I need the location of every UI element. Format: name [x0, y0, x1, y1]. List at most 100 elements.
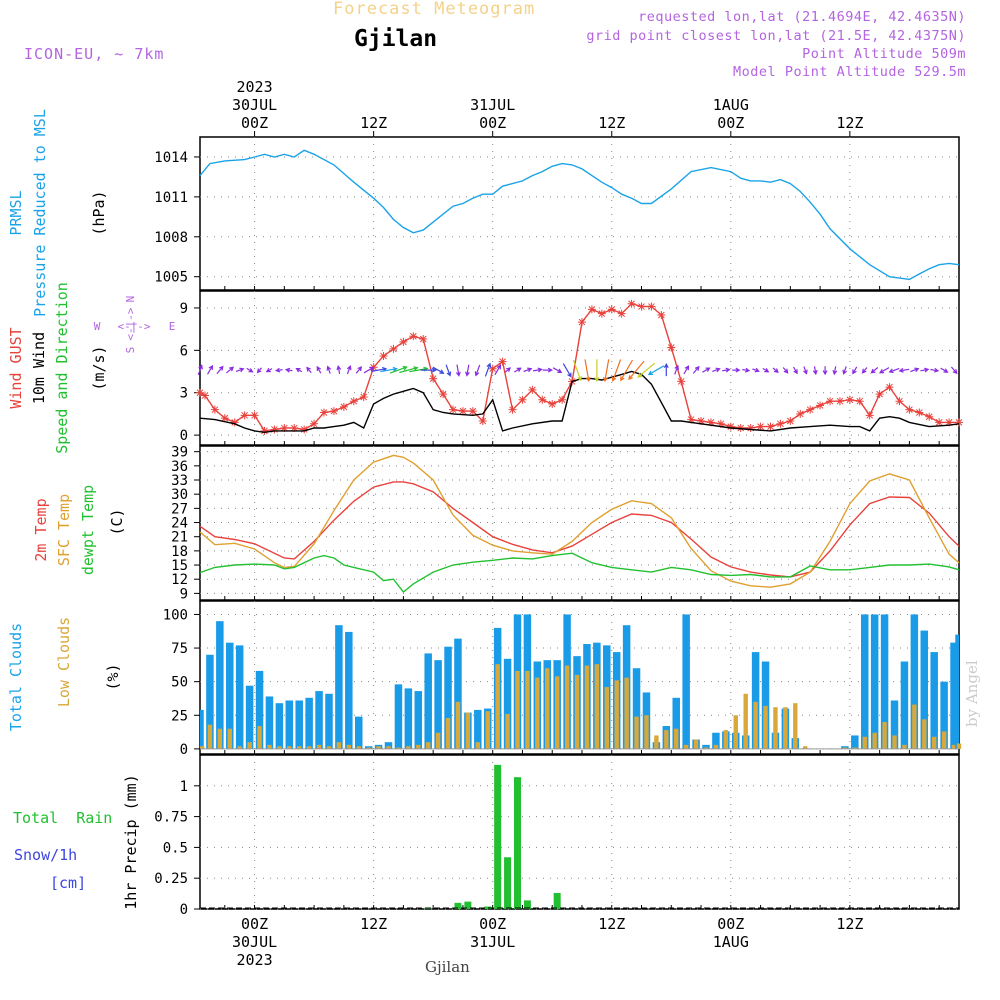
- wind-arrow: [603, 359, 610, 383]
- top-year-label: 2023: [237, 78, 273, 96]
- wind-arrow: [950, 366, 958, 375]
- pressure-frame: [199, 136, 960, 291]
- wind-arrow: [611, 359, 622, 382]
- wind-arrow: [663, 362, 669, 377]
- rain-bar: [553, 892, 561, 909]
- bottom-year-label: 2023: [237, 951, 273, 969]
- credit-watermark: by Angel: [963, 660, 981, 727]
- pressure-ytick-label: 1008: [154, 230, 188, 246]
- low-cloud-bar: [763, 705, 768, 749]
- low-cloud-bar: [793, 703, 798, 749]
- temp-label-dewpt: dewpt Temp: [79, 485, 97, 575]
- low-cloud-bar: [852, 747, 858, 749]
- low-cloud-bar: [306, 746, 312, 749]
- wind-arrow: [355, 366, 363, 374]
- wind-arrow: [792, 366, 798, 375]
- precip-label-total-rain: Total Rain: [13, 809, 113, 827]
- top-date-label: 1AUG: [713, 96, 749, 114]
- clouds-ytick-label: 0: [180, 742, 188, 758]
- wind-gust-marker: [746, 424, 755, 433]
- precip-ytick-label: 0: [180, 902, 188, 918]
- wind-gust-marker: [865, 411, 874, 420]
- total-cloud-bar: [910, 614, 919, 749]
- low-cloud-bar: [956, 743, 962, 749]
- total-cloud-bar: [454, 638, 462, 749]
- wind-arrow: [888, 367, 900, 374]
- wind-gust-marker: [597, 309, 606, 318]
- wind-arrow: [722, 367, 731, 373]
- wind-gust-marker: [915, 408, 924, 417]
- low-cloud-bar: [277, 746, 282, 749]
- wind-gust-marker: [558, 395, 567, 404]
- total-cloud-bar: [870, 614, 879, 749]
- wind-arrow: [235, 367, 245, 373]
- rain-bar: [504, 857, 512, 909]
- low-cloud-bar: [535, 677, 540, 749]
- wind-arrow: [637, 362, 656, 378]
- top-hour-label: 00Z: [241, 114, 268, 132]
- cloud-label-total: Total Clouds: [7, 623, 25, 731]
- low-cloud-bar: [425, 742, 431, 749]
- bottom-hour-label: 12Z: [598, 915, 625, 933]
- temperature-ytick-label: 12: [171, 572, 188, 588]
- wind-gust-marker: [339, 402, 348, 411]
- precip-ytick-label: 0.25: [154, 871, 188, 887]
- total-cloud-bar: [206, 654, 214, 749]
- wind-gust-marker: [449, 405, 457, 414]
- top-hour-label: 12Z: [360, 114, 387, 132]
- wind-gust-marker: [240, 411, 249, 420]
- low-cloud-bar: [862, 736, 867, 749]
- wind-gust-marker: [786, 416, 795, 425]
- low-cloud-bar: [683, 744, 689, 749]
- total-cloud-bar: [682, 614, 690, 749]
- wind-gust-marker: [637, 302, 646, 311]
- wind-arrow: [910, 367, 920, 373]
- low-cloud-bar: [594, 664, 600, 749]
- wind-arrow: [197, 364, 203, 376]
- total-cloud-bar: [424, 653, 432, 749]
- pressure-unit: (hPa): [90, 190, 108, 235]
- wind-gust-marker: [587, 305, 596, 314]
- wind-arrow: [702, 367, 711, 373]
- temp-label-sfc: SFC Temp: [55, 494, 73, 566]
- total-cloud-bar: [712, 732, 720, 749]
- total-cloud-bar: [920, 630, 929, 749]
- compass-n: N: [124, 296, 137, 303]
- wind-speed-line: [199, 370, 960, 434]
- low-cloud-bar: [505, 713, 510, 749]
- wind-gust-marker: [885, 383, 894, 392]
- low-cloud-bar: [465, 712, 471, 749]
- wind-arrow: [346, 365, 352, 375]
- total-cloud-bar: [474, 709, 482, 749]
- total-cloud-bar: [503, 658, 512, 749]
- location-title: Gjilan: [354, 26, 438, 52]
- wind-arrow: [752, 367, 760, 373]
- total-cloud-bar: [444, 646, 452, 749]
- wind-gust-marker: [627, 299, 636, 308]
- low-cloud-bar: [634, 716, 639, 749]
- total-cloud-bar: [354, 716, 363, 749]
- bottom-date-label: 31JUL: [470, 933, 515, 951]
- wind-arrow: [552, 367, 563, 374]
- temperature-ytick-label: 9: [180, 586, 188, 602]
- wind-label-10m: 10m Wind: [30, 332, 48, 404]
- low-cloud-bar: [604, 687, 609, 749]
- total-cloud-bar: [930, 652, 938, 749]
- wind-arrow: [742, 367, 751, 373]
- wind-arrow: [594, 359, 600, 383]
- wind-gust-marker: [835, 397, 844, 406]
- temperature-frame: [199, 445, 960, 601]
- wind-gust-marker: [806, 405, 815, 414]
- wind-gust-marker: [607, 305, 616, 314]
- wind-gust-marker: [458, 407, 467, 416]
- precip-ytick-label: 0.5: [163, 840, 188, 856]
- compass-e: E: [169, 320, 176, 333]
- low-cloud-bar: [515, 670, 520, 749]
- temperature-ytick-label: 24: [171, 516, 188, 532]
- wind-gust-marker: [736, 424, 745, 433]
- low-cloud-bar: [703, 747, 709, 749]
- total-cloud-bar: [245, 685, 254, 749]
